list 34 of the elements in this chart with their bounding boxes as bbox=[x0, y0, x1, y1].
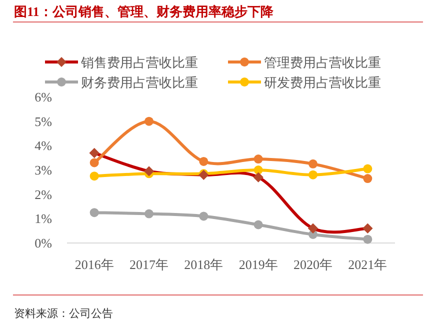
chart-title: 图11：公司销售、管理、财务费用率稳步下降 bbox=[14, 4, 274, 19]
y-tick-label: 2% bbox=[34, 186, 52, 202]
y-tick-label: 4% bbox=[34, 138, 52, 154]
legend-label: 管理费用占营收比重 bbox=[264, 55, 381, 70]
y-tick-label: 3% bbox=[34, 162, 52, 178]
point bbox=[90, 172, 99, 181]
x-tick-label: 2021年 bbox=[348, 257, 388, 272]
legend-label: 研发费用占营收比重 bbox=[264, 75, 381, 90]
point bbox=[144, 116, 154, 126]
point bbox=[90, 208, 99, 218]
point bbox=[254, 154, 263, 164]
point bbox=[363, 234, 372, 244]
point bbox=[308, 170, 318, 180]
point bbox=[363, 174, 372, 184]
x-tick-label: 2020年 bbox=[294, 257, 332, 272]
y-tick-label: 6% bbox=[34, 90, 52, 104]
legend-label: 销售费用占营收比重 bbox=[80, 55, 198, 70]
point bbox=[254, 166, 263, 174]
point bbox=[199, 156, 208, 166]
x-tick-label: 2019年 bbox=[238, 257, 278, 272]
y-tick-label: 0% bbox=[34, 236, 52, 250]
point bbox=[199, 212, 208, 221]
x-tick-label: 2017年 bbox=[130, 257, 168, 272]
y-tick-label: 5% bbox=[34, 114, 52, 129]
point bbox=[254, 220, 263, 230]
y-tick-label: 1% bbox=[34, 211, 52, 226]
x-tick-label: 2016年 bbox=[74, 257, 114, 272]
text: 资料来源：公司公告 bbox=[14, 307, 113, 320]
point bbox=[308, 159, 318, 168]
point bbox=[90, 158, 99, 168]
legend-label: 财务费用占营收比重 bbox=[81, 75, 198, 90]
x-tick-label: 2018年 bbox=[184, 257, 224, 272]
point bbox=[144, 209, 154, 218]
point bbox=[363, 164, 372, 174]
